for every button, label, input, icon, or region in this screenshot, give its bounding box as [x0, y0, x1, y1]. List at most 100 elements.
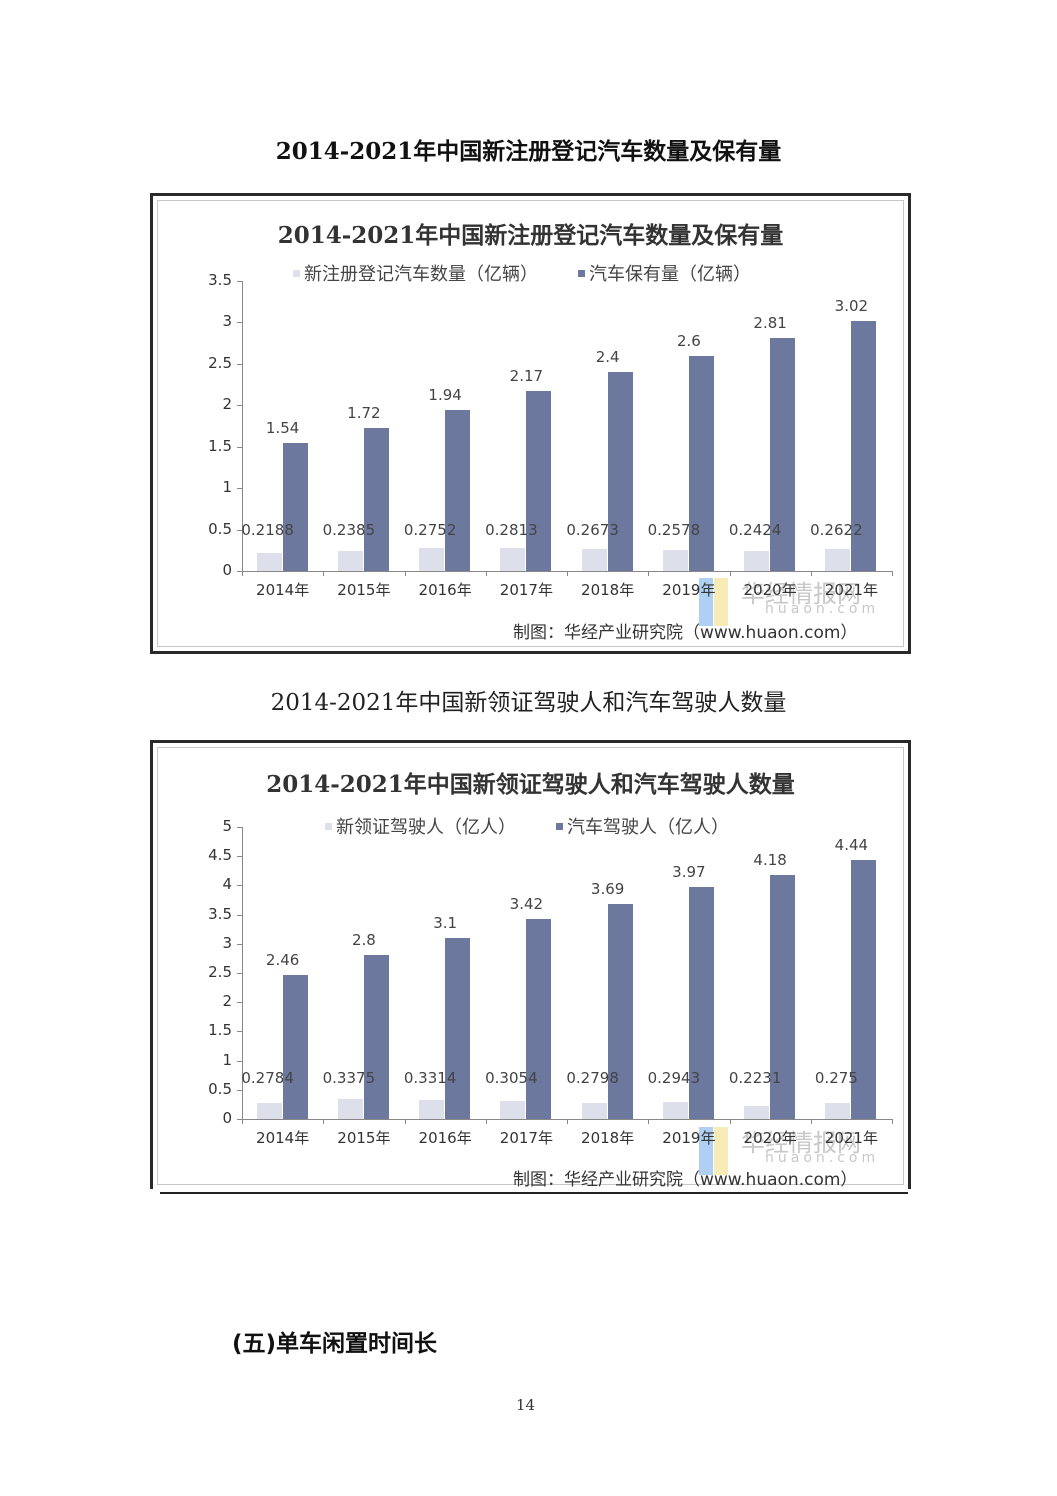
x-tick-label: 2015年	[337, 581, 391, 599]
y-tick-label: 3.5	[208, 271, 232, 289]
x-tick-label: 2017年	[499, 1129, 553, 1147]
chart-title: 2014-2021年中国新注册登记汽车数量及保有量	[277, 222, 784, 249]
data-label-series-b: 2.46	[265, 951, 300, 970]
bar-series-b	[688, 887, 714, 1119]
data-label-series-b: 3.42	[509, 895, 544, 914]
x-tick-mark	[323, 1119, 325, 1124]
legend-swatch-icon	[578, 269, 585, 277]
data-label-series-a: 0.3314	[403, 1069, 457, 1087]
data-label-series-a: 0.275	[814, 1069, 858, 1087]
watermark-text: 华经情报网	[741, 1129, 861, 1157]
data-label-series-b: 3.1	[433, 913, 458, 932]
figure-caption-2: 2014-2021年中国新领证驾驶人和汽车驾驶人数量	[270, 690, 787, 716]
bar-series-a	[500, 547, 526, 571]
x-tick-label: 2020年	[743, 1129, 797, 1147]
y-tick-mark	[237, 1031, 242, 1033]
watermark-logo-icon	[699, 1127, 713, 1175]
legend-item-vehicle-stock: 汽车保有量（亿辆）	[578, 260, 751, 286]
y-tick-mark	[237, 885, 242, 887]
x-tick-mark	[485, 571, 487, 576]
x-tick-label: 2020年	[743, 581, 797, 599]
y-tick-label: 3	[222, 933, 232, 952]
y-tick-mark	[237, 856, 242, 858]
y-tick-mark	[237, 281, 242, 282]
x-tick-mark	[729, 571, 731, 576]
bar-series-a	[662, 549, 688, 571]
data-label-series-a: 0.2188	[241, 521, 294, 539]
y-tick-mark	[237, 1060, 242, 1062]
y-tick-mark	[237, 827, 242, 828]
horizontal-rule	[160, 1192, 908, 1194]
watermark-logo-icon	[714, 578, 728, 626]
bar-series-b	[607, 372, 633, 571]
bar-series-a	[256, 1102, 282, 1119]
data-label-series-b: 2.81	[753, 314, 787, 333]
y-tick-label: 1.5	[208, 1021, 232, 1040]
data-label-series-a: 0.2784	[241, 1069, 294, 1087]
y-tick-label: 1	[222, 478, 232, 497]
data-label-series-a: 0.2424	[728, 521, 782, 539]
y-tick-label: 1	[222, 1050, 232, 1069]
x-tick-label: 2016年	[418, 1129, 472, 1147]
data-label-series-b: 2.6	[676, 331, 701, 350]
watermark-subtext: huaon.com	[765, 601, 880, 617]
y-tick-label: 3.5	[208, 904, 232, 923]
y-tick-label: 5	[222, 817, 232, 835]
watermark-logo-icon	[714, 1127, 728, 1175]
bar-series-b	[363, 428, 389, 571]
x-tick-mark	[892, 1119, 893, 1124]
y-tick-mark	[237, 446, 242, 448]
bar-series-a	[419, 1099, 445, 1119]
bar-series-a	[825, 1102, 851, 1119]
data-label-series-b: 3.97	[672, 863, 706, 882]
chart-vehicles: 2014-2021年中国新注册登记汽车数量及保有量 新注册登记汽车数量（亿辆） …	[150, 193, 911, 654]
x-tick-label: 2015年	[337, 1129, 391, 1147]
y-tick-mark	[237, 322, 242, 324]
y-tick-label: 3	[222, 312, 232, 331]
data-label-series-a: 0.2231	[728, 1069, 782, 1087]
data-label-series-b: 2.4	[595, 348, 620, 367]
bar-series-b	[851, 859, 877, 1119]
chart-drivers: 2014-2021年中国新领证驾驶人和汽车驾驶人数量 新领证驾驶人（亿人） 汽车…	[150, 740, 911, 1190]
x-tick-mark	[404, 571, 406, 576]
bar-series-b	[770, 338, 796, 571]
bar-series-a	[581, 548, 607, 571]
legend-item-car-drivers: 汽车驾驶人（亿人）	[556, 813, 729, 839]
figure-caption-1: 2014-2021年中国新注册登记汽车数量及保有量	[275, 138, 782, 165]
x-tick-mark	[485, 1119, 487, 1124]
data-label-series-a: 0.2798	[566, 1069, 619, 1087]
y-tick-mark	[237, 973, 242, 974]
y-tick-label: 0.5	[208, 519, 232, 538]
legend-swatch-icon	[293, 269, 300, 277]
data-label-series-a: 0.2752	[403, 521, 457, 539]
bar-series-b	[607, 903, 633, 1119]
chart-source: 制图：华经产业研究院（www.huaon.com）	[513, 623, 858, 643]
data-label-series-a: 0.2813	[485, 521, 538, 539]
x-tick-label: 2018年	[581, 1129, 635, 1147]
chart-legend: 新领证驾驶人（亿人） 汽车驾驶人（亿人）	[325, 813, 729, 839]
data-label-series-a: 0.3054	[485, 1069, 538, 1087]
data-label-series-b: 1.54	[265, 419, 300, 438]
x-tick-label: 2019年	[662, 581, 716, 599]
bar-series-b	[445, 410, 471, 571]
bar-series-a	[744, 1105, 770, 1119]
data-label-series-b: 3.69	[590, 879, 625, 898]
y-tick-mark	[237, 405, 242, 407]
y-tick-label: 2.5	[208, 963, 232, 981]
y-tick-mark	[237, 1089, 242, 1091]
data-label-series-b: 4.44	[834, 835, 869, 854]
x-tick-label: 2021年	[824, 581, 878, 599]
bar-series-a	[581, 1102, 607, 1119]
x-tick-mark	[810, 1119, 812, 1124]
watermark-text: 华经情报网	[741, 580, 861, 608]
y-tick-mark	[237, 363, 242, 365]
x-tick-mark	[242, 571, 243, 576]
x-tick-label: 2017年	[499, 581, 553, 599]
legend-item-new-registrations: 新注册登记汽车数量（亿辆）	[293, 260, 538, 286]
bar-series-b	[526, 391, 552, 571]
y-tick-mark	[237, 529, 242, 531]
data-label-series-a: 0.2578	[647, 521, 701, 539]
legend-item-new-drivers: 新领证驾驶人（亿人）	[325, 813, 516, 839]
data-label-series-b: 1.94	[428, 386, 462, 405]
bar-series-a	[744, 550, 770, 571]
